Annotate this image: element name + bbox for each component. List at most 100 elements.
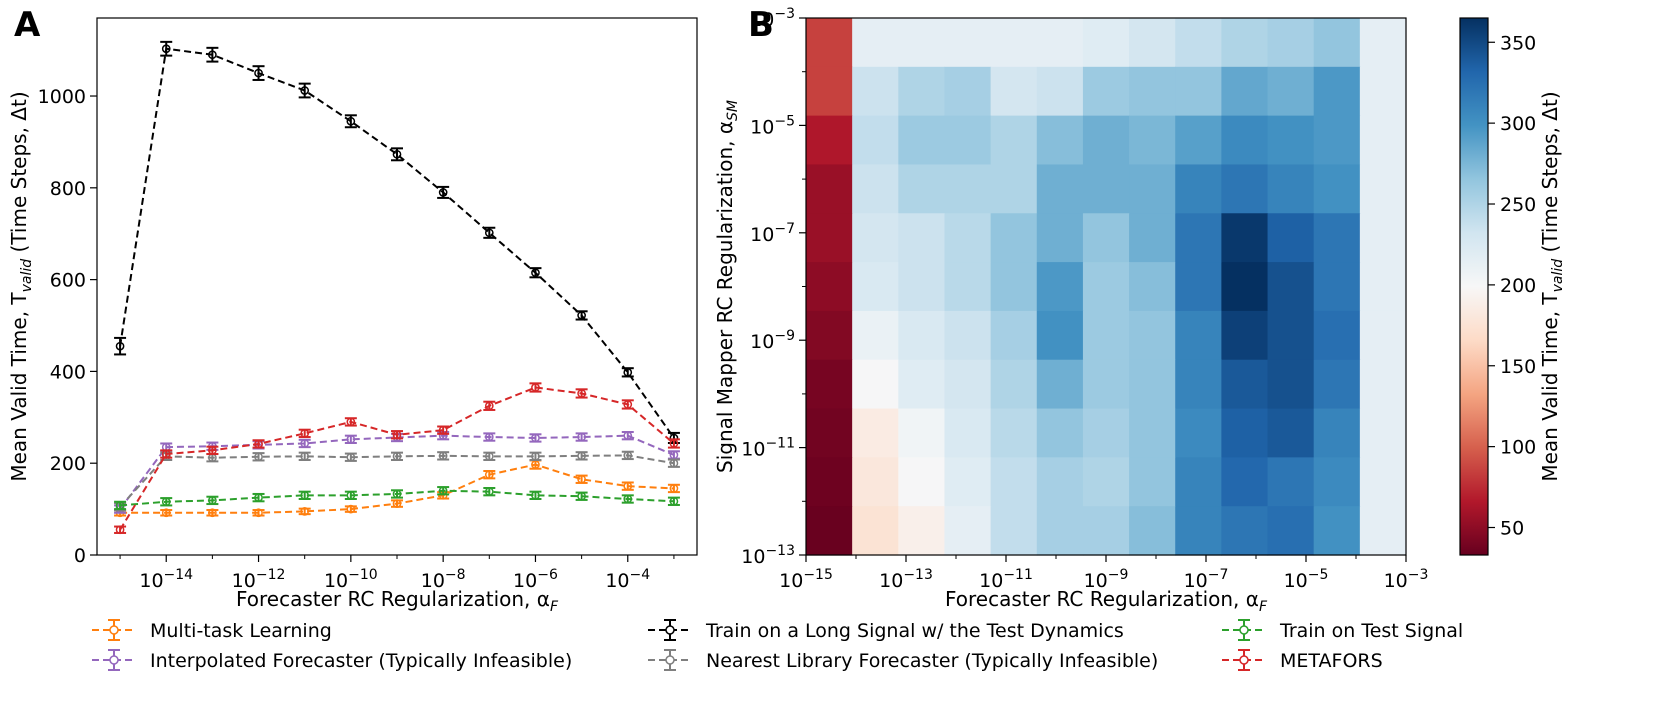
heatmap-cell xyxy=(1082,115,1130,166)
heatmap-cell xyxy=(1082,66,1130,117)
heatmap-cell xyxy=(898,115,946,166)
data-point xyxy=(484,401,494,411)
heatmap-cell xyxy=(898,262,946,312)
data-point xyxy=(484,470,494,480)
heatmap-cell xyxy=(944,506,992,556)
heatmap-cell xyxy=(1359,359,1407,410)
heatmap-cell xyxy=(1036,457,1084,507)
heatmap-cell xyxy=(1175,408,1222,458)
y-tick-label: 200 xyxy=(50,453,86,475)
data-point xyxy=(254,508,263,518)
series-metafors xyxy=(114,382,680,535)
legend-label: METAFORS xyxy=(1280,650,1383,672)
heatmap-cell xyxy=(1036,164,1084,214)
heatmap-cell xyxy=(1221,457,1269,507)
legend-item: Multi-task Learning xyxy=(92,619,332,642)
y-axis-label: Signal Mapper RC Regularization, αSM​ xyxy=(713,100,741,473)
data-point xyxy=(577,389,586,398)
data-point xyxy=(208,446,217,455)
colorbar xyxy=(1459,17,1489,556)
x-tick-label: 10−13​ xyxy=(879,567,933,592)
heatmap-cell xyxy=(1175,457,1222,507)
legend-marker xyxy=(109,655,119,665)
colorbar-tick-label: 50 xyxy=(1500,518,1524,540)
heatmap-cell xyxy=(1359,457,1407,507)
heatmap-cell xyxy=(1221,262,1269,312)
heatmap-cell xyxy=(990,359,1038,410)
heatmap-cell xyxy=(1359,115,1407,166)
heatmap-cell xyxy=(1221,115,1269,166)
plot-frame xyxy=(96,17,698,556)
heatmap-cell xyxy=(1313,262,1361,312)
heatmap-cell xyxy=(1175,164,1222,214)
y-tick-label: 10−13​ xyxy=(741,543,795,568)
heatmap-cell xyxy=(944,213,992,263)
heatmap-cell xyxy=(944,408,992,458)
heatmap-cell xyxy=(1221,408,1269,458)
heatmap-cell xyxy=(1313,359,1361,410)
data-point xyxy=(208,50,217,60)
heatmap-cell xyxy=(852,310,899,361)
x-tick-label: 10−12​ xyxy=(232,567,286,592)
heatmap-cell xyxy=(944,457,992,507)
data-point xyxy=(531,433,540,443)
heatmap-cell xyxy=(1129,18,1176,68)
heatmap-cell xyxy=(990,18,1038,68)
data-point xyxy=(161,449,171,459)
heatmap-cell xyxy=(1036,262,1084,312)
colorbar-label: Mean Valid Time, Tvalid​ (Time Steps, Δt… xyxy=(1538,91,1566,481)
heatmap-cell xyxy=(944,262,992,312)
x-tick-label: 10−14​ xyxy=(139,567,193,592)
series-train-on-test-signal xyxy=(114,486,680,511)
x-tick-label: 10−15​ xyxy=(779,567,833,592)
heatmap-cell xyxy=(1221,359,1269,410)
heatmap-cell xyxy=(1313,213,1361,263)
legend-item: Interpolated Forecaster (Typically Infea… xyxy=(92,649,572,672)
heatmap-cell xyxy=(990,262,1038,312)
colorbar-tick-label: 300 xyxy=(1500,113,1536,135)
heatmap-cell xyxy=(1129,359,1176,410)
data-point xyxy=(300,86,310,95)
heatmap-cell xyxy=(1175,310,1222,361)
heatmap-cell xyxy=(1359,408,1407,458)
heatmap-cell xyxy=(1036,66,1084,117)
data-point xyxy=(531,383,540,392)
heatmap-cell xyxy=(1267,164,1315,214)
x-tick-label: 10−6​ xyxy=(513,567,558,592)
heatmap-cell xyxy=(1129,408,1176,458)
data-point xyxy=(115,501,125,510)
data-point xyxy=(392,489,402,499)
data-point xyxy=(300,507,310,516)
heatmap-cell xyxy=(1359,164,1407,214)
series-multi-task-learning xyxy=(114,459,680,518)
data-point xyxy=(346,490,356,500)
heatmap-cell xyxy=(1175,359,1222,410)
heatmap-cell xyxy=(852,213,899,263)
data-point xyxy=(346,504,356,514)
heatmap-cell xyxy=(1267,262,1315,312)
heatmap-cell xyxy=(852,66,899,117)
colorbar-tick-label: 150 xyxy=(1500,356,1536,378)
heatmap-cell xyxy=(1267,66,1315,117)
heatmap-cell xyxy=(1359,213,1407,263)
heatmap-cell xyxy=(1082,164,1130,214)
data-point xyxy=(346,434,356,444)
data-point xyxy=(208,508,217,518)
data-point xyxy=(484,451,494,461)
data-point xyxy=(438,451,448,461)
data-point xyxy=(623,494,633,504)
heatmap-cell xyxy=(990,310,1038,361)
heatmap-cell xyxy=(1036,506,1084,556)
heatmap-cell xyxy=(852,115,899,166)
heatmap-cell xyxy=(898,457,946,507)
data-point xyxy=(484,228,494,238)
heatmap-cell xyxy=(1082,213,1130,263)
heatmap-cell xyxy=(1313,506,1361,556)
heatmap-cell xyxy=(898,164,946,214)
y-tick-label: 600 xyxy=(50,270,86,292)
legend-marker xyxy=(1239,625,1249,635)
series-line xyxy=(119,47,675,439)
heatmap-cell xyxy=(852,359,899,410)
heatmap-cell xyxy=(1129,310,1176,361)
heatmap-cell xyxy=(1175,18,1222,68)
